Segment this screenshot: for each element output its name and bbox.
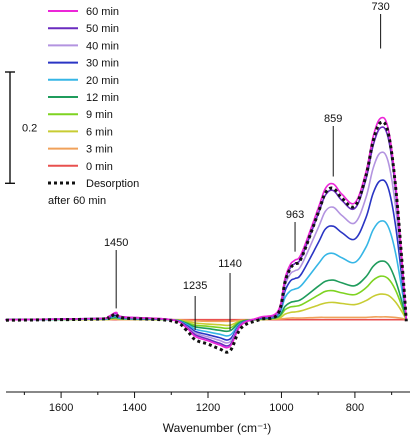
annotation-label-1: 1450	[104, 237, 128, 249]
legend-label-3: 40 min	[86, 40, 119, 52]
legend-label-11: Desorption	[86, 178, 139, 190]
annotation-label-3: 1140	[218, 258, 242, 270]
x-tick-label-3: 1200	[196, 402, 220, 414]
x-tick-label-4: 1000	[269, 402, 293, 414]
series-line-11	[5, 120, 408, 354]
legend-label-1: 60 min	[86, 6, 119, 18]
x-tick-label-2: 1400	[122, 402, 146, 414]
legend-label-9: 3 min	[86, 144, 113, 156]
scale-bar: 0.2	[5, 71, 37, 185]
legend-label-6: 12 min	[86, 92, 119, 104]
legend-label-2: 50 min	[86, 23, 119, 35]
annotation-label-4: 963	[286, 209, 304, 221]
x-axis-label: Wavenumber (cm⁻¹)	[163, 421, 272, 435]
legend-label-11-line-2: after 60 min	[48, 195, 106, 207]
legend-label-7: 9 min	[86, 109, 113, 121]
legend-label-10: 0 min	[86, 161, 113, 173]
x-axis: 1600 1400 1200 1000 800	[6, 391, 410, 414]
annotation-label-6: 730	[371, 1, 389, 13]
x-tick-label-5: 800	[346, 402, 364, 414]
annotation-label-5: 859	[324, 113, 342, 125]
series-line-3	[5, 151, 408, 344]
peak-annotations: 1450 1235 1140 963 859 730	[104, 1, 390, 330]
legend: 60 min 50 min 40 min 30 min 20 min 12 min 9 mi…	[48, 6, 139, 207]
legend-label-4: 30 min	[86, 58, 119, 70]
legend-label-8: 6 min	[86, 126, 113, 138]
series-line-1	[5, 116, 408, 349]
legend-label-5: 20 min	[86, 75, 119, 87]
annotation-label-2: 1235	[183, 280, 207, 292]
x-tick-label-1: 1600	[49, 402, 73, 414]
scale-bar-label: 0.2	[22, 123, 37, 135]
series-lines	[5, 116, 408, 354]
